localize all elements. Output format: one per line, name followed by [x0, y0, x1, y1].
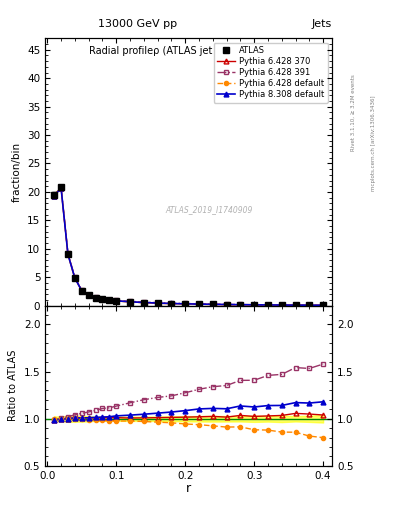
Text: mcplots.cern.ch [arXiv:1306.3436]: mcplots.cern.ch [arXiv:1306.3436] [371, 96, 376, 191]
Text: Jets: Jets [312, 19, 332, 30]
Text: Radial profileρ (ATLAS jet fragmentation): Radial profileρ (ATLAS jet fragmentation… [88, 47, 289, 56]
Text: ATLAS_2019_I1740909: ATLAS_2019_I1740909 [165, 205, 252, 214]
X-axis label: r: r [186, 482, 191, 495]
Y-axis label: Ratio to ATLAS: Ratio to ATLAS [8, 350, 18, 421]
Text: Rivet 3.1.10, ≥ 3.2M events: Rivet 3.1.10, ≥ 3.2M events [351, 74, 356, 151]
Text: 13000 GeV pp: 13000 GeV pp [98, 19, 177, 30]
Legend: ATLAS, Pythia 6.428 370, Pythia 6.428 391, Pythia 6.428 default, Pythia 8.308 de: ATLAS, Pythia 6.428 370, Pythia 6.428 39… [213, 42, 328, 102]
Y-axis label: fraction/bin: fraction/bin [11, 142, 22, 202]
